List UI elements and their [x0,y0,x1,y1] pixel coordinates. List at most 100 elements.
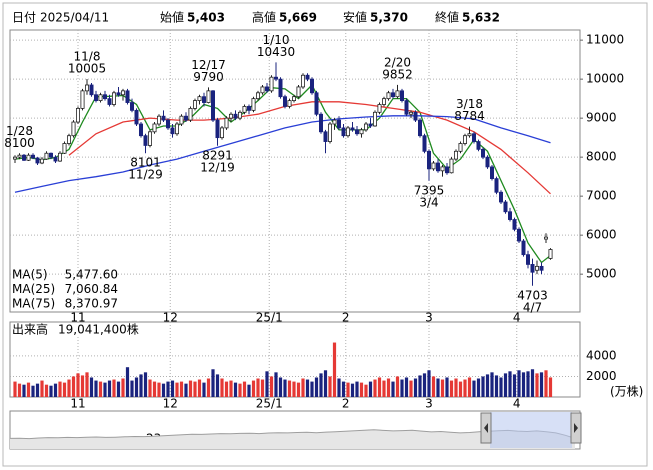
candle-body [206,90,211,103]
candle-body [363,123,368,131]
candle-body [548,249,553,259]
volume-bar [139,374,143,397]
field-label: 始値 [160,10,184,25]
volume-bar [490,372,494,397]
volume-bar [62,382,67,397]
volume-bar [143,372,148,397]
candle-body [251,98,256,111]
volume-bar [472,380,476,397]
field-label: 安値 [343,10,367,25]
candle-body [85,84,90,92]
volume-bar [40,380,44,397]
candle-body [291,96,296,101]
candle-body [300,74,305,88]
volume-bar [184,383,188,397]
candle-body [246,106,251,111]
legend-name: MA(5) [12,268,48,282]
candle-body [67,135,72,144]
volume-bar [373,379,377,397]
candle-body [435,162,440,172]
candle-body [296,86,301,98]
left-arrow [484,423,488,433]
volume-bar [80,375,85,397]
candle-body [273,76,278,80]
legend-value: 7,060.84 [65,282,118,296]
volume-bar [449,380,454,397]
candle-body [269,76,274,92]
volume-bar [269,376,274,397]
volume-bar [35,383,40,397]
volume-bar [409,380,413,397]
volume-bar [265,371,269,397]
volume-bar [107,380,112,397]
volume-bar [521,372,526,397]
volume-bar [287,380,292,397]
volume-bar [98,381,103,397]
candle-body [161,115,166,121]
candle-body [395,90,400,98]
volume-bar [305,379,310,397]
date-label: 日付 [12,11,36,25]
y-tick-label: 8000 [586,150,617,164]
candle-body [147,131,152,146]
y-tick-label: 10000 [586,72,624,86]
candle-body [485,156,490,168]
volume-bar [440,379,445,397]
candle-body [35,157,40,164]
candle-body [44,152,49,160]
y-tick-label: 5000 [586,267,617,281]
volume-bar [22,384,26,397]
candle-body [278,78,283,98]
volume-bar [539,372,544,397]
candle-body [242,106,247,113]
volume-bar [481,376,485,397]
ma-line [68,101,551,195]
volume-bar [355,381,359,397]
navigator-selection[interactable] [490,412,572,448]
volume-bar [215,374,220,397]
volume-bar [386,378,391,397]
volume-bar [422,373,427,397]
candle-body [201,96,206,103]
candle-body [453,150,458,160]
volume-bar [260,379,265,397]
annotation-date: 12/17 [191,58,226,72]
y-tick-label: 7000 [586,189,617,203]
x-tick-label: 3 [425,397,433,411]
volume-label-bg [11,323,139,337]
y-tick-label: 6000 [586,228,617,242]
volume-bar [535,373,539,397]
candle-body [224,117,229,129]
volume-bar [283,379,287,397]
candle-body [71,121,76,137]
candle-body [480,148,485,158]
volume-bar [301,378,305,397]
volume-bar [445,377,449,397]
annotation-date: 1/28 [6,124,33,138]
volume-bar [134,377,139,397]
candle-body [219,127,224,139]
candle-body [305,74,310,80]
candle-body [467,133,472,137]
volume-bar [368,381,373,397]
candle-body [449,158,454,174]
annotation-date: 1/10 [263,33,290,47]
candle-body [386,92,391,100]
candle-body [215,119,220,139]
candle-body [134,109,139,125]
candle-body [255,92,260,100]
price-panel [9,29,581,313]
candle-body [489,166,494,180]
field-value: 5,632 [462,11,500,25]
candle-body [318,113,323,133]
x-tick-label: 4 [513,311,521,325]
volume-bar [89,377,94,397]
candle-body [332,119,337,125]
volume-bar [319,373,323,397]
annotation-date: 11/29 [128,168,163,182]
candle-body [192,100,197,109]
field-label: 高値 [252,10,276,25]
candle-body [260,86,265,94]
volume-bar [494,375,499,397]
